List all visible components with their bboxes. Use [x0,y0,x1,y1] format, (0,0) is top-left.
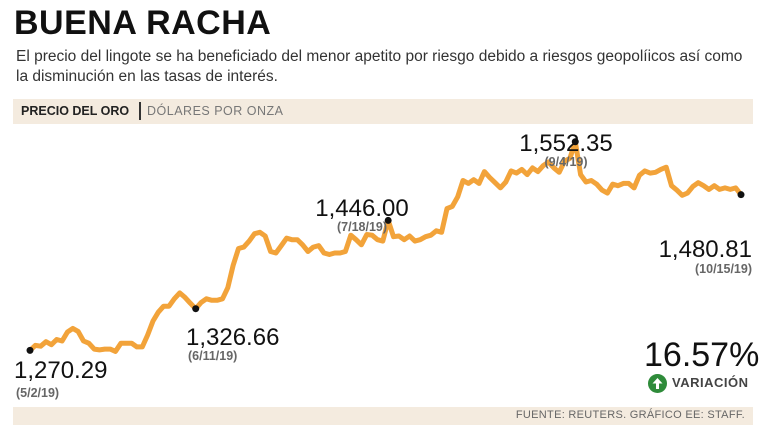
annotation-value: 1,552.35 [519,130,612,157]
annotation-point [737,191,745,199]
chart-units: DÓLARES POR ONZA [147,104,284,118]
annotation-value: 1,480.81 [659,236,752,263]
annotation-point [26,346,34,354]
annotation-date: (5/2/19) [16,386,59,400]
annotations: 1,270.29 (5/2/19) 1,326.66(6/11/19) 1,446.0… [14,130,752,400]
price-line [27,139,744,354]
annotation-date: (9/4/19) [544,155,587,169]
variation-percent: 16.57% [644,336,760,374]
source-text: FUENTE: REUTERS. GRÁFICO EE: STAFF. [515,409,745,421]
variation-label: VARIACIÓN [672,375,749,390]
annotation-value: 1,270.29 [14,357,107,384]
annotation-point [192,305,200,313]
divider [139,102,141,120]
annotation-date: (7/18/19) [337,220,387,234]
annotation-point [571,138,579,146]
subtitle: El precio del lingote se ha beneficiado … [16,48,743,85]
page-title: BUENA RACHA [14,4,272,42]
annotation-value: 1,326.66 [186,324,279,351]
chart-header-bar: PRECIO DEL ORO DÓLARES POR ONZA [13,99,753,124]
arrow-up-icon [648,374,667,393]
chart-label: PRECIO DEL ORO [21,104,130,118]
annotation-point [384,216,392,224]
annotation-value: 1,446.00 [315,195,408,222]
annotation-date: (10/15/19) [695,262,752,276]
annotation-date: (6/11/19) [188,349,237,363]
footer-bar: FUENTE: REUTERS. GRÁFICO EE: STAFF. [13,407,753,425]
